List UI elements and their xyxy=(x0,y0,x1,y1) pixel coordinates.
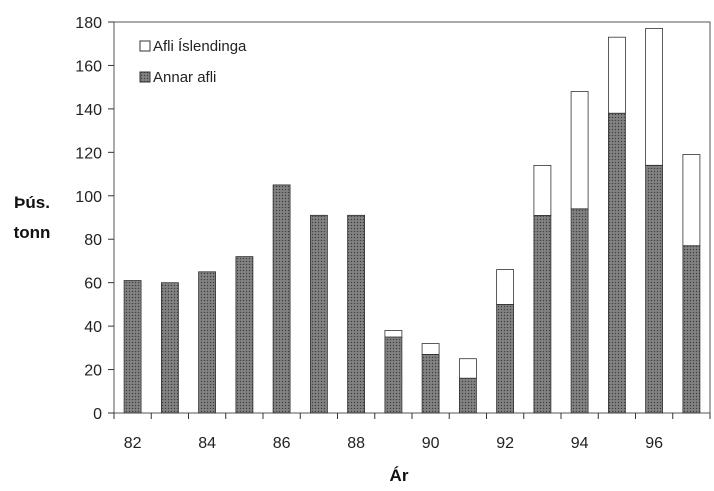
y-axis-title-line-1: Þús. xyxy=(14,193,50,212)
bar-annar-afli-88 xyxy=(347,214,366,414)
bar-annar-afli-91 xyxy=(458,377,477,414)
bar-afli-islendinga-92 xyxy=(496,269,515,305)
legend-label-afli-islendinga: Afli Íslendinga xyxy=(153,38,247,55)
bar-annar-afli-84 xyxy=(198,271,217,414)
bar-annar-afli-82 xyxy=(123,280,142,414)
x-tick-label-90: 90 xyxy=(422,435,440,452)
x-axis: 82 84 86 88 90 92 94 96 xyxy=(113,413,711,452)
y-tick-label-100: 100 xyxy=(75,189,102,206)
bar-annar-afli-89 xyxy=(384,336,403,414)
y-tick-label-20: 20 xyxy=(84,363,102,380)
bar-afli-islendinga-93 xyxy=(533,164,552,216)
legend: Afli Íslendinga Annar afli xyxy=(139,38,247,86)
bar-annar-afli-85 xyxy=(235,256,254,414)
x-tick-label-84: 84 xyxy=(198,435,216,452)
y-tick-label-80: 80 xyxy=(84,232,102,249)
y-tick-label-160: 160 xyxy=(75,58,102,75)
x-tick-label-92: 92 xyxy=(496,435,514,452)
bar-annar-afli-93 xyxy=(533,214,552,414)
bar-afli-islendinga-90 xyxy=(421,343,440,355)
x-tick-label-94: 94 xyxy=(571,435,589,452)
y-axis-title-line-2: tonn xyxy=(14,223,51,242)
bar-afli-islendinga-89 xyxy=(384,330,403,338)
legend-swatch-afli-islendinga xyxy=(139,40,151,52)
bar-annar-afli-86 xyxy=(272,184,291,414)
x-tick-label-82: 82 xyxy=(124,435,142,452)
bar-annar-afli-90 xyxy=(421,353,440,414)
bar-afli-islendinga-96 xyxy=(645,28,663,166)
legend-item-afli-islendinga: Afli Íslendinga xyxy=(139,38,247,55)
bar-annar-afli-83 xyxy=(160,282,179,414)
bars-group xyxy=(123,28,701,414)
bar-afli-islendinga-91 xyxy=(458,358,477,379)
bar-annar-afli-97 xyxy=(682,245,701,414)
legend-item-annar-afli: Annar afli xyxy=(139,69,216,86)
y-tick-label-0: 0 xyxy=(93,406,102,423)
bar-annar-afli-95 xyxy=(608,112,626,414)
x-tick-label-96: 96 xyxy=(645,435,663,452)
y-axis: 0 20 40 60 80 100 120 140 160 180 xyxy=(75,15,114,423)
y-tick-label-180: 180 xyxy=(75,15,102,32)
bar-afli-islendinga-95 xyxy=(608,36,626,114)
y-tick-label-140: 140 xyxy=(75,102,102,119)
bar-annar-afli-96 xyxy=(645,164,663,414)
y-tick-label-40: 40 xyxy=(84,319,102,336)
legend-swatch-annar-afli xyxy=(139,71,151,83)
y-tick-label-120: 120 xyxy=(75,145,102,162)
legend-label-annar-afli: Annar afli xyxy=(153,69,216,86)
bar-afli-islendinga-94 xyxy=(570,91,589,210)
bar-annar-afli-92 xyxy=(496,303,515,414)
bar-annar-afli-87 xyxy=(309,214,328,414)
x-tick-label-88: 88 xyxy=(347,435,365,452)
x-axis-title: Ár xyxy=(390,466,409,485)
y-tick-label-60: 60 xyxy=(84,276,102,293)
bar-afli-islendinga-97 xyxy=(682,154,701,247)
x-tick-label-86: 86 xyxy=(273,435,291,452)
bar-annar-afli-94 xyxy=(570,208,589,414)
